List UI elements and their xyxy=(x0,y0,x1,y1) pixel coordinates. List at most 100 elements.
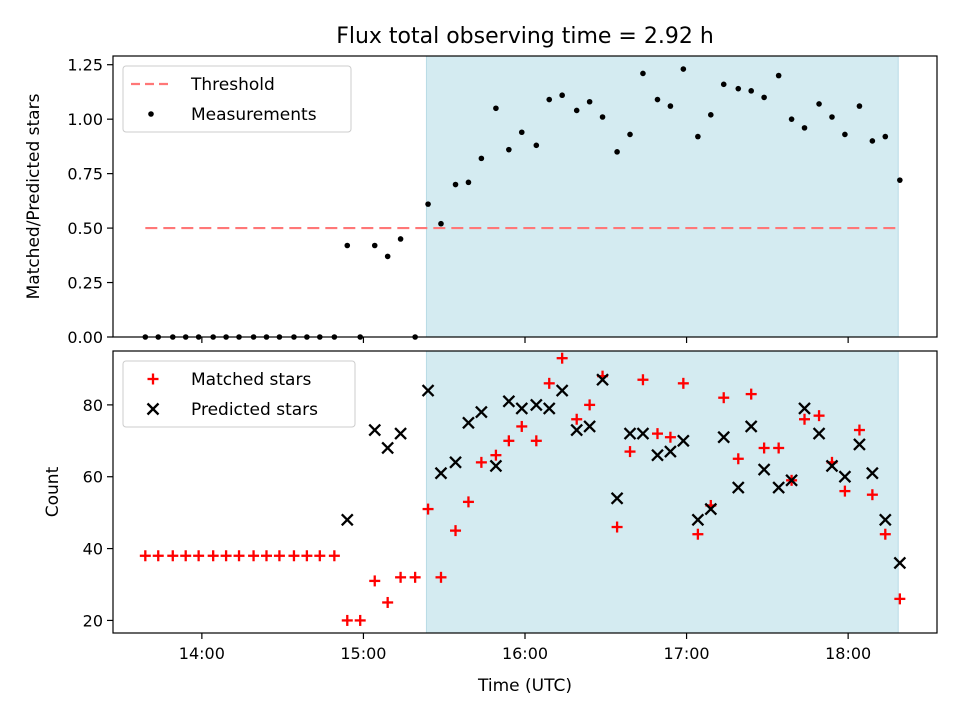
matched-stars-point xyxy=(543,377,555,389)
matched-stars-point xyxy=(260,550,272,562)
measurement-point xyxy=(384,253,391,260)
predicted-stars-point xyxy=(744,420,758,433)
predicted-stars-point xyxy=(596,373,609,387)
matched-stars-point xyxy=(248,550,260,562)
legend-matched-label: Matched stars xyxy=(191,370,311,390)
measurement-point xyxy=(452,181,459,188)
matched-stars-point xyxy=(584,399,596,411)
measurement-point xyxy=(748,88,754,94)
x-tick-label: 18:00 xyxy=(825,644,871,663)
matched-stars-point xyxy=(799,413,811,425)
predicted-stars-point xyxy=(489,459,503,473)
matched-stars-point xyxy=(758,442,770,454)
matched-stars-point xyxy=(503,435,515,447)
legend-measurements-swatch xyxy=(148,111,154,117)
legend-threshold-label: Threshold xyxy=(190,75,275,95)
matched-stars-point xyxy=(152,550,164,562)
matched-stars-point xyxy=(369,575,381,587)
predicted-stars-point xyxy=(583,420,596,433)
predicted-stars-point xyxy=(636,427,650,440)
measurement-point xyxy=(371,242,378,249)
matched-stars-point xyxy=(207,550,219,562)
matched-stars-point xyxy=(664,431,676,443)
matched-stars-point xyxy=(866,489,878,501)
measurement-point xyxy=(533,142,540,149)
measurement-point xyxy=(465,179,472,186)
x-tick-label: 16:00 xyxy=(502,644,548,663)
matched-stars-point xyxy=(450,525,462,537)
bottom-y-ticks: 20 40 60 80 xyxy=(83,396,113,630)
top-y-ticks: 0.00 0.25 0.50 0.75 1.00 1.25 xyxy=(67,56,113,347)
predicted-stars-point xyxy=(772,481,785,494)
x-tick-label: 15:00 xyxy=(340,644,386,663)
top-y-axis-label: Matched/Predicted stars xyxy=(24,93,44,299)
measurement-point xyxy=(695,133,701,140)
predicted-stars-point xyxy=(785,474,798,487)
y-tick-label: 80 xyxy=(83,396,103,415)
predicted-stars-point xyxy=(798,402,811,415)
matched-stars-point xyxy=(435,571,447,583)
measurement-point xyxy=(667,103,674,109)
legend-x-glyph xyxy=(146,402,160,416)
matched-stars-point xyxy=(273,550,285,562)
predicted-stars-point xyxy=(475,405,488,419)
predicted-stars-point xyxy=(704,502,718,516)
measurement-point xyxy=(559,92,565,99)
matched-stars-point xyxy=(422,503,434,515)
predicted-stars-point xyxy=(651,448,664,462)
y-tick-label: 0.75 xyxy=(67,165,103,184)
y-tick-label: 60 xyxy=(83,468,103,487)
matched-stars-point xyxy=(233,550,245,562)
y-tick-label: 1.00 xyxy=(67,110,103,129)
measurement-point xyxy=(344,242,351,249)
predicted-stars-point xyxy=(368,423,382,437)
measurement-point xyxy=(493,105,499,112)
count-marks xyxy=(139,352,907,626)
measurement-point xyxy=(856,103,863,109)
x-axis-label: Time (UTC) xyxy=(477,676,572,696)
ratio-panel: 0.00 0.25 0.50 0.75 1.00 1.25 Matched/Predict… xyxy=(24,55,938,347)
matched-stars-point xyxy=(773,442,785,454)
observing-window-shade-top xyxy=(425,55,899,338)
matched-stars-point xyxy=(490,449,502,461)
measurement-point xyxy=(869,138,876,144)
predicted-stars-point xyxy=(502,394,516,408)
matched-stars-point xyxy=(637,374,649,386)
matched-stars-point xyxy=(314,550,326,562)
top-x-ticks xyxy=(201,337,849,343)
bottom-legend: Matched stars Predicted stars xyxy=(122,360,356,428)
predicted-stars-point xyxy=(555,384,569,397)
top-legend: Threshold Measurements xyxy=(122,65,352,133)
matched-stars-point xyxy=(475,456,487,468)
matched-stars-point xyxy=(651,428,663,440)
matched-stars-point xyxy=(677,377,689,389)
legend-plus-glyph xyxy=(147,373,159,385)
predicted-stars-point xyxy=(731,481,745,494)
matched-stars-point xyxy=(462,496,474,508)
predicted-stars-point xyxy=(717,430,731,444)
predicted-stars-point xyxy=(434,466,448,480)
matched-stars-point xyxy=(732,453,744,465)
predicted-stars-point xyxy=(542,402,556,415)
legend-matched-swatch xyxy=(147,373,159,385)
bottom-y-axis-label: Count xyxy=(43,466,63,517)
matched-stars-point xyxy=(879,528,891,540)
measurement-point xyxy=(654,96,661,103)
predicted-stars-point xyxy=(394,427,407,440)
predicted-stars-point xyxy=(529,398,543,412)
predicted-stars-point xyxy=(866,466,879,480)
matched-stars-point xyxy=(193,550,205,562)
matched-stars-point xyxy=(692,528,704,540)
matched-stars-point xyxy=(813,410,825,422)
predicted-stars-point xyxy=(570,423,584,437)
measurement-point xyxy=(708,112,714,118)
measurement-point xyxy=(586,98,593,105)
measurement-point xyxy=(478,155,485,162)
chart-title: Flux total observing time = 2.92 h xyxy=(336,24,714,49)
measurement-point xyxy=(573,107,580,114)
measurement-point xyxy=(775,72,782,79)
measurement-point xyxy=(546,96,553,103)
measurement-point xyxy=(735,85,742,92)
legend-predicted-swatch xyxy=(146,402,160,416)
